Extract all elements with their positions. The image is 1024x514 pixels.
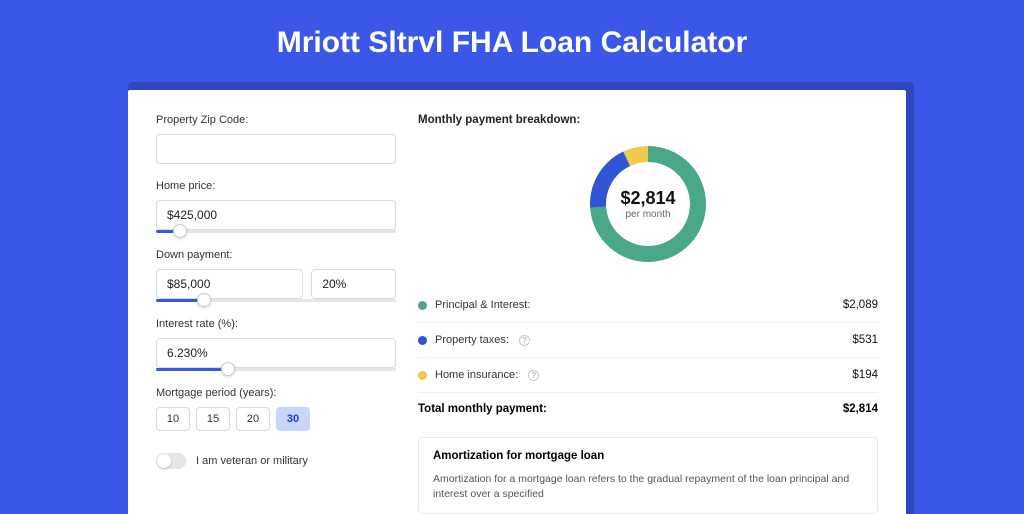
down-payment-field-group: Down payment: — [156, 249, 396, 302]
breakdown-title: Monthly payment breakdown: — [418, 114, 878, 126]
interest-slider-thumb[interactable] — [221, 362, 235, 376]
total-row: Total monthly payment: $2,814 — [418, 392, 878, 425]
donut-chart-wrap: $2,814 per month — [418, 140, 878, 268]
legend-row: Property taxes:? $531 — [418, 325, 878, 355]
interest-input[interactable] — [156, 338, 396, 368]
legend-value: $194 — [852, 369, 878, 381]
interest-field-group: Interest rate (%): — [156, 318, 396, 371]
home-price-label: Home price: — [156, 180, 396, 192]
zip-field-group: Property Zip Code: — [156, 114, 396, 164]
veteran-label: I am veteran or military — [196, 455, 308, 467]
total-value: $2,814 — [843, 403, 878, 415]
legend-row: Home insurance:? $194 — [418, 360, 878, 390]
breakdown-column: Monthly payment breakdown: $2,814 per mo… — [418, 114, 878, 514]
period-label: Mortgage period (years): — [156, 387, 396, 399]
veteran-toggle-knob — [157, 454, 171, 468]
down-payment-slider[interactable] — [156, 299, 396, 302]
info-icon[interactable]: ? — [519, 335, 530, 346]
down-payment-slider-thumb[interactable] — [197, 293, 211, 307]
period-option-20[interactable]: 20 — [236, 407, 270, 431]
page-title: Mriott Sltrvl FHA Loan Calculator — [0, 0, 1024, 82]
interest-slider[interactable] — [156, 368, 396, 371]
amortization-title: Amortization for mortgage loan — [433, 450, 863, 462]
donut-center: $2,814 per month — [620, 188, 675, 220]
legend-label: Home insurance: — [435, 369, 518, 381]
legend-value: $531 — [852, 334, 878, 346]
period-option-10[interactable]: 10 — [156, 407, 190, 431]
legend-value: $2,089 — [843, 299, 878, 311]
period-option-30[interactable]: 30 — [276, 407, 310, 431]
donut-amount: $2,814 — [620, 188, 675, 209]
donut-sub: per month — [620, 209, 675, 220]
legend-row: Principal & Interest: $2,089 — [418, 290, 878, 320]
amortization-box: Amortization for mortgage loan Amortizat… — [418, 437, 878, 514]
interest-label: Interest rate (%): — [156, 318, 396, 330]
down-payment-pct-input[interactable] — [311, 269, 396, 299]
legend-label: Principal & Interest: — [435, 299, 530, 311]
veteran-toggle[interactable] — [156, 453, 186, 469]
amortization-text: Amortization for a mortgage loan refers … — [433, 472, 863, 501]
period-option-15[interactable]: 15 — [196, 407, 230, 431]
info-icon[interactable]: ? — [528, 370, 539, 381]
veteran-toggle-row: I am veteran or military — [156, 453, 396, 469]
period-field-group: Mortgage period (years): 10152030 — [156, 387, 396, 431]
legend-dot-icon — [418, 301, 427, 310]
card-backdrop: Property Zip Code: Home price: Down paym… — [128, 82, 914, 514]
home-price-field-group: Home price: — [156, 180, 396, 233]
home-price-slider-thumb[interactable] — [173, 224, 187, 238]
zip-input[interactable] — [156, 134, 396, 164]
home-price-slider[interactable] — [156, 230, 396, 233]
home-price-input[interactable] — [156, 200, 396, 230]
zip-label: Property Zip Code: — [156, 114, 396, 126]
calculator-card: Property Zip Code: Home price: Down paym… — [128, 90, 906, 514]
legend-dot-icon — [418, 336, 427, 345]
down-payment-label: Down payment: — [156, 249, 396, 261]
inputs-column: Property Zip Code: Home price: Down paym… — [156, 114, 396, 514]
legend-label: Property taxes: — [435, 334, 509, 346]
down-payment-input[interactable] — [156, 269, 303, 299]
donut-chart: $2,814 per month — [584, 140, 712, 268]
legend-dot-icon — [418, 371, 427, 380]
legend-list: Principal & Interest: $2,089 Property taxe… — [418, 290, 878, 390]
total-label: Total monthly payment: — [418, 403, 547, 415]
